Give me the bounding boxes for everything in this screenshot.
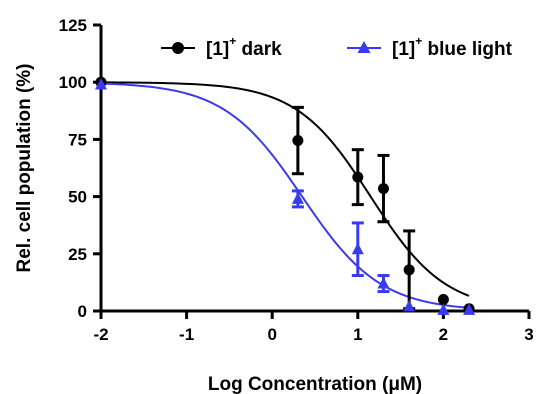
data-point-blue-light xyxy=(291,192,304,204)
legend-marker-blue-light xyxy=(357,41,371,53)
data-point-dark xyxy=(437,294,449,306)
data-point-dark xyxy=(377,183,389,195)
x-tick-label: 2 xyxy=(439,325,448,344)
y-tick-label: 125 xyxy=(59,16,87,35)
fit-curve-dark xyxy=(100,81,470,297)
x-tick-label: 0 xyxy=(267,325,276,344)
data-point-dark xyxy=(403,264,415,276)
legend-label-blue-sup: + xyxy=(415,34,422,48)
data-point-blue-light xyxy=(403,299,416,312)
y-ticks: 0 25 50 75 100 125 xyxy=(59,16,101,321)
x-axis-title: Log Concentration (μM) xyxy=(208,374,422,394)
data-point-dark xyxy=(292,135,304,147)
data-point-blue-light xyxy=(463,303,476,315)
x-tick-label: -1 xyxy=(179,325,194,344)
legend-label-dark-rest: dark xyxy=(236,39,282,60)
fit-curves xyxy=(100,81,470,309)
data-points xyxy=(95,76,476,315)
legend-label-blue-rest: blue light xyxy=(422,39,512,60)
data-point-blue-light xyxy=(95,77,107,90)
legend-item-blue-light: [1]+ blue light xyxy=(347,34,513,60)
legend-label-blue-light: [1]+ blue light xyxy=(392,34,513,60)
y-tick-label: 100 xyxy=(59,73,87,92)
data-point-blue-light xyxy=(351,242,364,255)
y-axis-title: Rel. cell population (%) xyxy=(14,63,35,272)
y-tick-label: 0 xyxy=(78,302,87,321)
y-tick-label: 75 xyxy=(68,130,87,149)
axes xyxy=(99,25,529,313)
legend: [1]+ dark [1]+ blue light xyxy=(161,34,513,60)
data-point-dark xyxy=(352,171,364,183)
y-tick-label: 50 xyxy=(68,188,87,207)
x-tick-label: 3 xyxy=(524,325,533,344)
fit-curve-blue-light xyxy=(100,82,470,309)
legend-label-dark-sup: + xyxy=(229,34,236,48)
legend-item-dark: [1]+ dark xyxy=(161,34,282,60)
legend-label-blue-main: [1] xyxy=(392,39,415,60)
legend-label-dark-main: [1] xyxy=(206,39,229,60)
x-tick-label: -2 xyxy=(93,325,108,344)
x-ticks: -2 -1 0 1 2 3 xyxy=(93,311,534,344)
legend-marker-dark xyxy=(172,42,184,54)
x-tick-label: 1 xyxy=(353,325,362,344)
legend-label-dark: [1]+ dark xyxy=(206,34,282,60)
data-point-blue-light xyxy=(377,277,390,289)
data-point-blue-light xyxy=(437,303,450,315)
y-tick-label: 25 xyxy=(68,245,87,264)
